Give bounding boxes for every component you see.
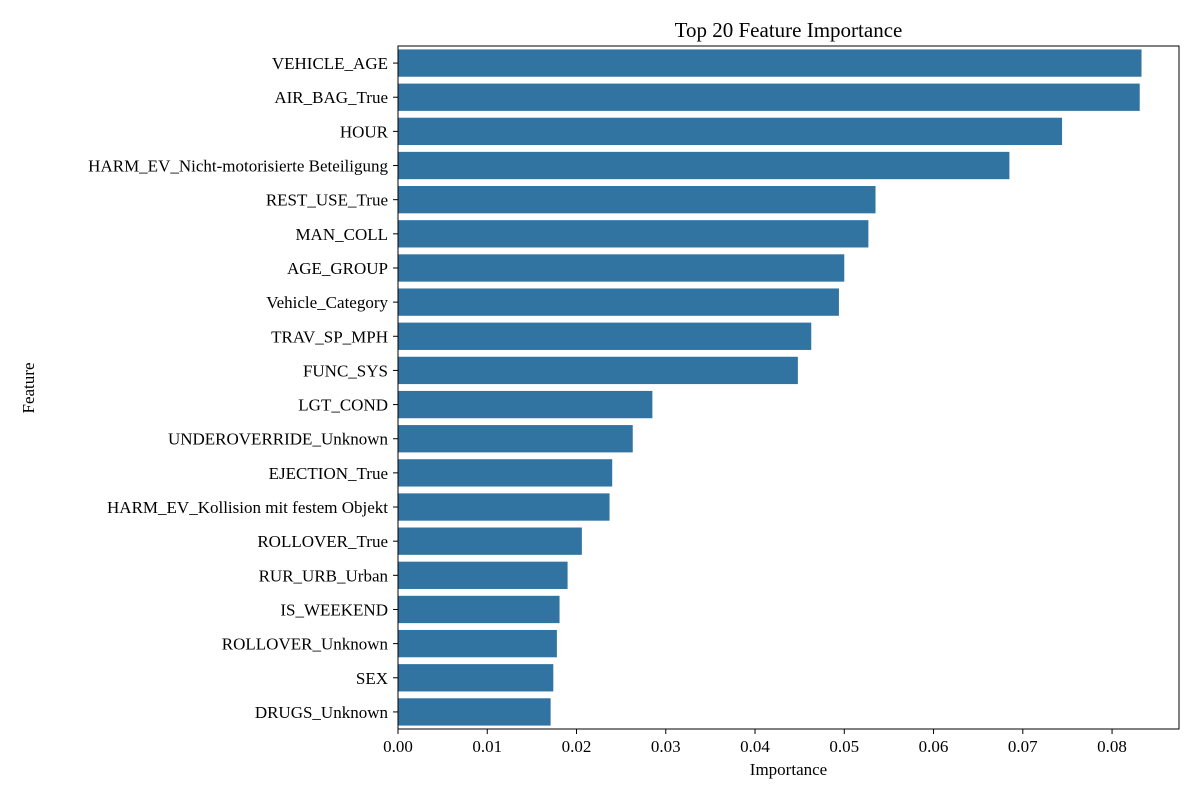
bar-15 [398,561,568,589]
bar-13 [398,493,610,521]
x-tick-label-0: 0.00 [383,737,413,756]
category-label-10: LGT_COND [298,396,388,415]
bar-12 [398,459,613,487]
x-tick-label-8: 0.08 [1097,737,1127,756]
category-label-4: REST_USE_True [266,191,388,210]
category-label-18: SEX [356,669,388,688]
category-label-16: IS_WEEKEND [280,600,388,619]
bar-0 [398,49,1142,77]
category-label-19: DRUGS_Unknown [255,703,389,722]
category-label-7: Vehicle_Category [266,293,388,312]
category-label-11: UNDEROVERRIDE_Unknown [168,430,389,449]
bar-3 [398,151,1010,180]
plot-frame [397,45,1180,730]
category-label-14: ROLLOVER_True [257,532,388,551]
category-label-13: HARM_EV_Kollision mit festem Objekt [107,498,388,517]
category-label-3: HARM_EV_Nicht-motorisierte Beteiligung [88,157,388,176]
category-label-6: AGE_GROUP [287,259,388,278]
x-axis-title: Importance [750,760,827,779]
x-tick-label-1: 0.01 [472,737,502,756]
bar-5 [398,220,869,248]
x-tick-label-7: 0.07 [1008,737,1038,756]
bar-11 [398,425,633,453]
y-ticks-group [393,62,398,713]
category-label-2: HOUR [340,122,389,141]
bar-17 [398,629,557,658]
x-ticks-group: 0.00 0.01 0.02 0.03 0.04 0.05 0.06 0.07 0.08 [383,729,1127,756]
bar-6 [398,254,845,282]
x-tick-label-3: 0.03 [651,737,681,756]
category-label-5: MAN_COLL [295,225,388,244]
bar-8 [398,322,812,350]
bar-16 [398,595,560,624]
category-label-0: VEHICLE_AGE [272,54,388,73]
bar-1 [398,83,1140,111]
x-tick-label-5: 0.05 [829,737,859,756]
chart-title: Top 20 Feature Importance [675,18,903,42]
x-tick-label-4: 0.04 [740,737,770,756]
bar-9 [398,356,798,385]
bar-7 [398,288,839,316]
x-tick-label-2: 0.02 [562,737,592,756]
y-axis-title: Feature [19,363,38,414]
category-label-9: FUNC_SYS [303,361,388,380]
category-label-17: ROLLOVER_Unknown [222,635,389,654]
bar-19 [398,698,551,726]
bar-18 [398,664,554,692]
category-labels-group: VEHICLE_AGE AIR_BAG_True HOUR HARM_EV_Nicht… [88,54,388,722]
category-label-12: EJECTION_True [269,464,388,483]
bar-2 [398,117,1063,146]
category-label-15: RUR_URB_Urban [259,566,389,585]
bar-14 [398,527,582,555]
x-tick-label-6: 0.06 [919,737,949,756]
category-label-1: AIR_BAG_True [274,88,388,107]
bar-10 [398,390,653,419]
category-label-8: TRAV_SP_MPH [271,327,388,346]
bars-group [398,49,1142,726]
bar-4 [398,186,876,214]
